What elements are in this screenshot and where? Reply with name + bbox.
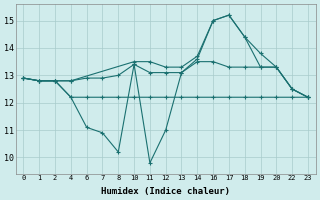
X-axis label: Humidex (Indice chaleur): Humidex (Indice chaleur) [101,187,230,196]
